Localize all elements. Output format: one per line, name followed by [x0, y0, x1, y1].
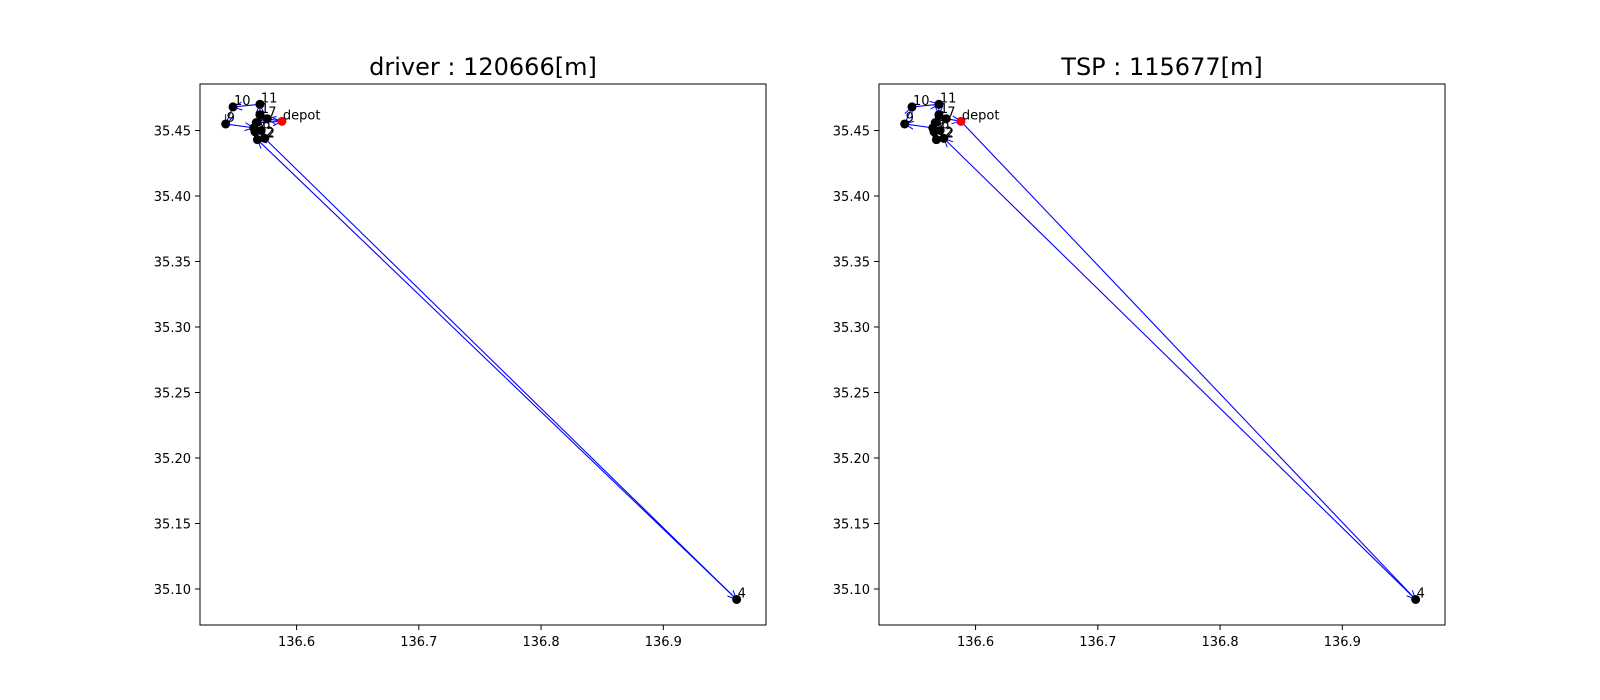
x-tick-label: 136.9 [645, 635, 682, 650]
y-tick-label: 35.45 [154, 125, 191, 140]
y-tick-label: 35.10 [833, 583, 870, 598]
customer-point [931, 135, 941, 145]
customer-label: 2 [266, 125, 274, 140]
customer-point [934, 99, 944, 109]
customer-point [930, 118, 940, 128]
customer-point [1411, 594, 1421, 604]
customer-label: 8 [936, 110, 944, 125]
customer-label: 7 [947, 106, 955, 121]
x-tick-label: 136.7 [400, 635, 437, 650]
y-tick-label: 35.35 [154, 255, 191, 270]
customer-point [252, 135, 262, 145]
customer-label: 10 [913, 94, 930, 109]
customer-label: 6 [941, 118, 949, 133]
chart-title: driver : 120666[m] [369, 53, 597, 81]
y-tick-label: 35.40 [833, 190, 870, 205]
customer-label: 4 [1417, 586, 1425, 601]
y-tick-label: 35.25 [833, 386, 870, 401]
y-tick-label: 35.45 [833, 125, 870, 140]
route-arrow [944, 138, 1417, 600]
customer-label: 11 [940, 91, 957, 106]
customer-point [900, 119, 910, 129]
customer-point [221, 119, 231, 129]
customer-label: 10 [234, 94, 251, 109]
x-tick-label: 136.7 [1079, 635, 1116, 650]
depot-point [956, 116, 966, 126]
customer-label: 1 [261, 102, 269, 117]
customer-label: 8 [257, 110, 265, 125]
y-tick-label: 35.20 [833, 452, 870, 467]
plot-frame [878, 83, 1446, 626]
x-tick-label: 136.8 [522, 635, 559, 650]
y-tick-label: 35.25 [154, 386, 191, 401]
customer-label: 9 [906, 111, 914, 126]
depot-label: depot [283, 108, 321, 123]
route-arrow [905, 124, 933, 128]
depot-label: depot [962, 108, 1000, 123]
y-tick-label: 35.15 [154, 517, 191, 532]
customer-point [260, 133, 270, 143]
route-arrow [264, 137, 737, 599]
customer-label: 12 [258, 127, 275, 142]
route-arrow [233, 104, 260, 107]
customer-label: 6 [262, 118, 270, 133]
y-tick-label: 35.40 [154, 190, 191, 205]
customer-point [941, 114, 951, 124]
customer-label: 11 [261, 91, 278, 106]
route-arrow [225, 124, 254, 128]
y-tick-label: 35.10 [154, 583, 191, 598]
customer-point [732, 594, 742, 604]
plot-frame [199, 83, 767, 626]
customer-point [262, 114, 272, 124]
y-tick-label: 35.35 [833, 255, 870, 270]
chart-panel-1: driver : 120666[m] 136.6 136.7 136.8 136.9 35… [154, 53, 767, 650]
customer-label: 12 [937, 127, 954, 142]
customer-label: 1 [940, 102, 948, 117]
customer-point [255, 110, 265, 120]
depot-point [277, 116, 287, 126]
y-tick-label: 35.20 [154, 452, 191, 467]
customer-point [907, 102, 917, 112]
x-tick-label: 136.6 [278, 635, 315, 650]
customer-point [935, 126, 945, 136]
customer-point [228, 102, 238, 112]
customer-label: 4 [738, 586, 746, 601]
y-tick-label: 35.30 [154, 321, 191, 336]
route-arrow [960, 120, 1416, 599]
chart-panel-2: TSP : 115677[m] 136.6 136.7 136.8 136.9 35.10… [833, 53, 1446, 650]
x-tick-label: 136.6 [957, 635, 994, 650]
y-tick-label: 35.15 [833, 517, 870, 532]
customer-point [934, 110, 944, 120]
customer-label: 7 [268, 106, 276, 121]
customer-point [255, 99, 265, 109]
route-arrow [257, 140, 738, 600]
customer-point [256, 126, 266, 136]
customer-label: 2 [945, 125, 953, 140]
chart-title: TSP : 115677[m] [1060, 53, 1262, 81]
x-tick-label: 136.9 [1324, 635, 1361, 650]
customer-point [251, 118, 261, 128]
route-arrow [911, 104, 939, 107]
customer-point [939, 133, 949, 143]
customer-label: 9 [227, 111, 235, 126]
y-tick-label: 35.30 [833, 321, 870, 336]
x-tick-label: 136.8 [1201, 635, 1238, 650]
